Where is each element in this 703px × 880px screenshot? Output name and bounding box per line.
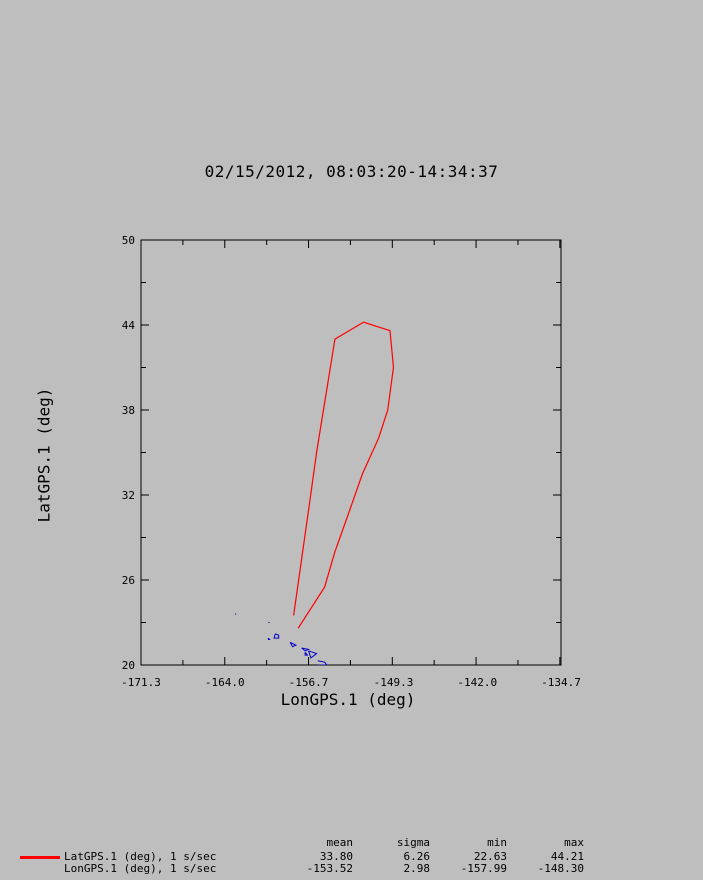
- x-axis-label: LonGPS.1 (deg): [280, 690, 416, 709]
- coastline-segment: [267, 637, 271, 640]
- x-tick-label: -164.0: [205, 676, 245, 689]
- x-tick-label: -134.7: [541, 676, 581, 689]
- stats-header-row: mean sigma min max: [0, 836, 703, 849]
- y-tick-label: 26: [122, 574, 135, 587]
- y-tick-label: 20: [122, 659, 135, 672]
- legend-label-lat: LatGPS.1 (deg), 1 s/sec: [64, 850, 217, 863]
- chart-title: 02/15/2012, 08:03:20-14:34:37: [204, 162, 499, 181]
- coastline-segment: [304, 651, 309, 656]
- coastline-segment: [308, 650, 318, 659]
- x-tick-label: -171.3: [121, 676, 161, 689]
- stats-row-lat: LatGPS.1 (deg), 1 s/sec 33.80 6.26 22.63…: [0, 850, 703, 863]
- y-tick-label: 44: [122, 319, 136, 332]
- y-axis-label: LatGPS.1 (deg): [34, 387, 54, 523]
- x-tick-label: -142.0: [457, 676, 497, 689]
- x-tick-label: -149.3: [374, 676, 414, 689]
- stats-row-lon: LonGPS.1 (deg), 1 s/sec -153.52 2.98 -15…: [0, 862, 703, 875]
- stat-lat-mean: 33.80: [319, 850, 353, 863]
- stat-lat-min: 22.63: [473, 850, 507, 863]
- stat-lat-sigma: 6.26: [403, 850, 431, 863]
- coastline-segment: [289, 641, 298, 648]
- lat-track-line: [293, 321, 395, 629]
- stat-lon-sigma: 2.98: [403, 862, 431, 875]
- stats-header-min: min: [487, 836, 507, 849]
- legend-swatch-lat: [20, 856, 60, 859]
- stats-header-sigma: sigma: [396, 836, 430, 849]
- legend-label-lon: LonGPS.1 (deg), 1 s/sec: [64, 862, 217, 875]
- stat-lat-max: 44.21: [550, 850, 584, 863]
- stat-lon-min: -157.99: [460, 862, 507, 875]
- x-tick-label: -156.7: [289, 676, 329, 689]
- coastline-segment: [317, 660, 328, 665]
- coastline-segment: [301, 647, 311, 652]
- stats-header-max: max: [564, 836, 584, 849]
- y-tick-label: 38: [122, 404, 135, 417]
- y-tick-label: 50: [122, 234, 135, 247]
- stat-lon-mean: -153.52: [306, 862, 353, 875]
- y-tick-label: 32: [122, 489, 135, 502]
- coastline-segment: [273, 633, 280, 639]
- stats-header-mean: mean: [326, 836, 354, 849]
- plot-frame: [140, 239, 562, 666]
- stat-lon-max: -148.30: [537, 862, 584, 875]
